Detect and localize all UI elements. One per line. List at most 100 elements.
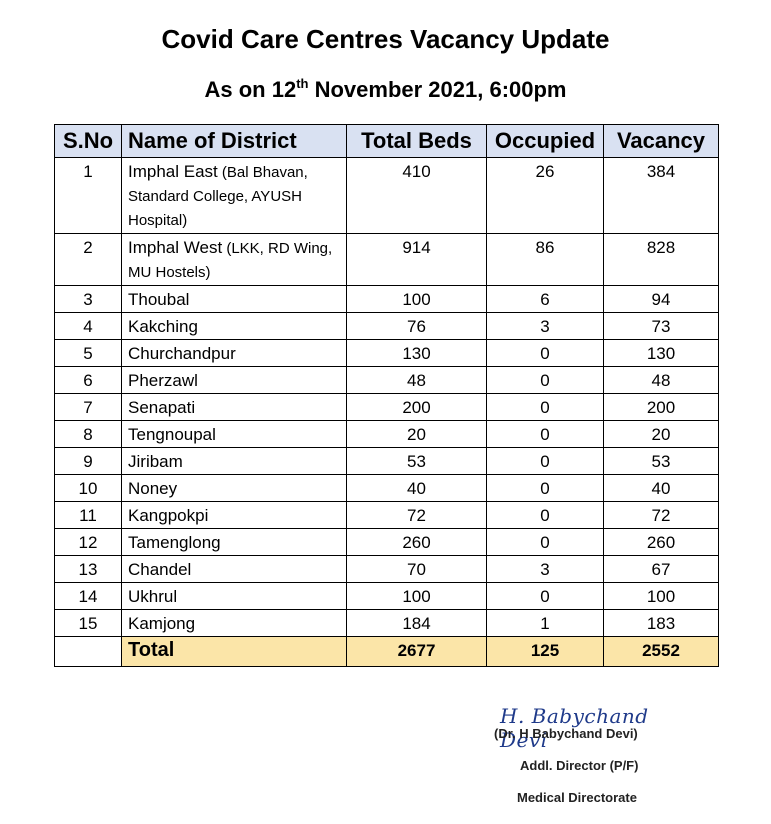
sno-cell: 3 <box>54 285 122 313</box>
table-row: 6 Pherzawl 48 0 48 <box>54 366 719 394</box>
district-name: Ukhrul <box>128 587 178 606</box>
table-row: 1 Imphal East (Bal Bhavan, Standard Colle… <box>54 157 719 234</box>
sno-cell: 1 <box>54 157 122 234</box>
district-name: Tengnoupal <box>128 425 216 444</box>
handwritten-signature: H. Babychand Devi <box>500 704 649 752</box>
subtitle-date: As on 12 <box>204 77 297 102</box>
vacancy-cell: 828 <box>603 233 719 286</box>
total-beds-cell: 72 <box>346 501 487 529</box>
total-beds-cell: 200 <box>346 393 487 421</box>
vacancy-cell: 183 <box>603 609 719 637</box>
occupied-cell: 0 <box>486 393 604 421</box>
table-row: 8 Tengnoupal 20 0 20 <box>54 420 719 448</box>
district-name: Chandel <box>128 560 192 579</box>
table-row: 5 Churchandpur 130 0 130 <box>54 339 719 367</box>
table-row: 2 Imphal West (LKK, RD Wing, MU Hostels) 9… <box>54 233 719 286</box>
district-name: Noney <box>128 479 178 498</box>
district-name: Churchandpur <box>128 344 236 363</box>
total-beds-cell: 914 <box>346 233 487 286</box>
col-header-sno: S.No <box>54 124 122 158</box>
total-beds-cell: 184 <box>346 609 487 637</box>
total-beds-cell: 2677 <box>346 636 487 667</box>
vacancy-cell: 48 <box>603 366 719 394</box>
sno-cell: 12 <box>54 528 122 556</box>
vacancy-cell: 40 <box>603 474 719 502</box>
district-cell: Noney <box>121 474 347 502</box>
table-row: 13 Chandel 70 3 67 <box>54 555 719 583</box>
vacancy-cell: 73 <box>603 312 719 340</box>
total-label: Total <box>121 636 347 667</box>
signatory-designation: Addl. Director (P/F) <box>520 758 639 773</box>
district-cell: Kamjong <box>121 609 347 637</box>
district-name: Jiribam <box>128 452 183 471</box>
total-beds-cell: 100 <box>346 285 487 313</box>
sno-cell: 10 <box>54 474 122 502</box>
table-row: 4 Kakching 76 3 73 <box>54 312 719 340</box>
total-beds-cell: 130 <box>346 339 487 367</box>
page-title: Covid Care Centres Vacancy Update <box>161 24 610 54</box>
total-sno-cell <box>54 636 122 667</box>
occupied-cell: 0 <box>486 582 604 610</box>
district-cell: Tengnoupal <box>121 420 347 448</box>
occupied-cell: 86 <box>486 233 604 286</box>
total-beds-cell: 410 <box>346 157 487 234</box>
signatory-name: (Dr. H Babychand Devi) <box>494 726 638 741</box>
total-beds-cell: 260 <box>346 528 487 556</box>
district-name: Thoubal <box>128 290 190 309</box>
table-row: 11 Kangpokpi 72 0 72 <box>54 501 719 529</box>
sno-cell: 7 <box>54 393 122 421</box>
total-vacancy-cell: 2552 <box>603 636 719 667</box>
total-occupied-cell: 125 <box>486 636 604 667</box>
vacancy-cell: 200 <box>603 393 719 421</box>
district-name: Imphal West <box>128 238 223 257</box>
district-cell: Tamenglong <box>121 528 347 556</box>
sno-cell: 5 <box>54 339 122 367</box>
sno-cell: 14 <box>54 582 122 610</box>
district-name: Tamenglong <box>128 533 221 552</box>
occupied-cell: 26 <box>486 157 604 234</box>
vacancy-cell: 260 <box>603 528 719 556</box>
occupied-cell: 3 <box>486 555 604 583</box>
total-beds-cell: 53 <box>346 447 487 475</box>
district-name: Kangpokpi <box>128 506 209 525</box>
district-name: Kamjong <box>128 614 196 633</box>
vacancy-cell: 72 <box>603 501 719 529</box>
table-header-row: S.No Name of District Total Beds Occupie… <box>54 124 719 158</box>
district-cell: Pherzawl <box>121 366 347 394</box>
district-cell: Senapati <box>121 393 347 421</box>
table-row: 12 Tamenglong 260 0 260 <box>54 528 719 556</box>
vacancy-cell: 20 <box>603 420 719 448</box>
vacancy-cell: 384 <box>603 157 719 234</box>
district-cell: Jiribam <box>121 447 347 475</box>
occupied-cell: 0 <box>486 366 604 394</box>
district-centres: (LKK, RD Wing, MU Hostels) <box>128 240 333 281</box>
district-cell: Kangpokpi <box>121 501 347 529</box>
signatory-office: Medical Directorate <box>517 790 637 805</box>
col-header-district: Name of District <box>121 124 347 158</box>
col-header-occupied: Occupied <box>486 124 604 158</box>
subtitle-date-suffix: th <box>296 76 309 91</box>
occupied-cell: 6 <box>486 285 604 313</box>
occupied-cell: 0 <box>486 501 604 529</box>
total-beds-cell: 40 <box>346 474 487 502</box>
subtitle-month-time: November 2021, 6:00pm <box>308 77 567 102</box>
occupied-cell: 0 <box>486 447 604 475</box>
occupied-cell: 0 <box>486 339 604 367</box>
table-body: 1 Imphal East (Bal Bhavan, Standard Colle… <box>54 157 719 667</box>
total-beds-cell: 100 <box>346 582 487 610</box>
sno-cell: 9 <box>54 447 122 475</box>
district-centres: (Bal Bhavan, Standard College, AYUSH Hos… <box>128 164 308 229</box>
sno-cell: 15 <box>54 609 122 637</box>
district-name: Senapati <box>128 398 196 417</box>
table-row: 9 Jiribam 53 0 53 <box>54 447 719 475</box>
vacancy-cell: 53 <box>603 447 719 475</box>
vacancy-cell: 67 <box>603 555 719 583</box>
total-beds-cell: 76 <box>346 312 487 340</box>
table-row: 15 Kamjong 184 1 183 <box>54 609 719 637</box>
sno-cell: 8 <box>54 420 122 448</box>
sno-cell: 11 <box>54 501 122 529</box>
table-row: 10 Noney 40 0 40 <box>54 474 719 502</box>
vacancy-table: S.No Name of District Total Beds Occupie… <box>54 124 719 667</box>
district-cell: Imphal East (Bal Bhavan, Standard Colleg… <box>121 157 347 234</box>
total-beds-cell: 70 <box>346 555 487 583</box>
